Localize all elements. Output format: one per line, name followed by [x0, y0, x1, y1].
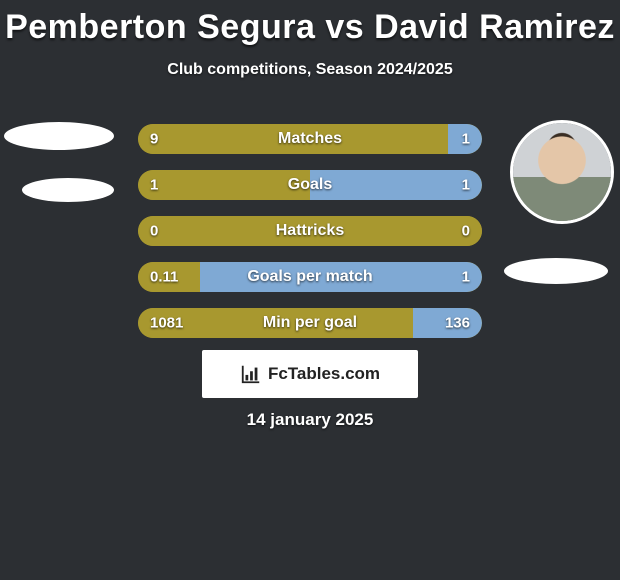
stat-row: 11Goals: [138, 170, 482, 200]
attribution-badge: FcTables.com: [202, 350, 418, 398]
snapshot-date: 14 january 2025: [0, 410, 620, 430]
attribution-text: FcTables.com: [268, 364, 380, 384]
player-left-placeholder-2: [22, 178, 114, 202]
page-subtitle: Club competitions, Season 2024/2025: [0, 61, 620, 79]
chart-icon: [240, 363, 262, 385]
stat-label: Matches: [138, 130, 482, 148]
stat-label: Min per goal: [138, 314, 482, 332]
player-right-avatar: [510, 120, 614, 224]
player-left-placeholder-1: [4, 122, 114, 150]
stat-label: Goals per match: [138, 268, 482, 286]
stat-row: 1081136Min per goal: [138, 308, 482, 338]
stat-row: 91Matches: [138, 124, 482, 154]
stat-label: Goals: [138, 176, 482, 194]
stat-row: 00Hattricks: [138, 216, 482, 246]
stat-label: Hattricks: [138, 222, 482, 240]
stats-list: 91Matches 11Goals 00Hattricks 0.111Goals pe…: [138, 124, 482, 354]
stat-row: 0.111Goals per match: [138, 262, 482, 292]
page-title: Pemberton Segura vs David Ramirez: [0, 0, 620, 47]
player-right-placeholder: [504, 258, 608, 284]
